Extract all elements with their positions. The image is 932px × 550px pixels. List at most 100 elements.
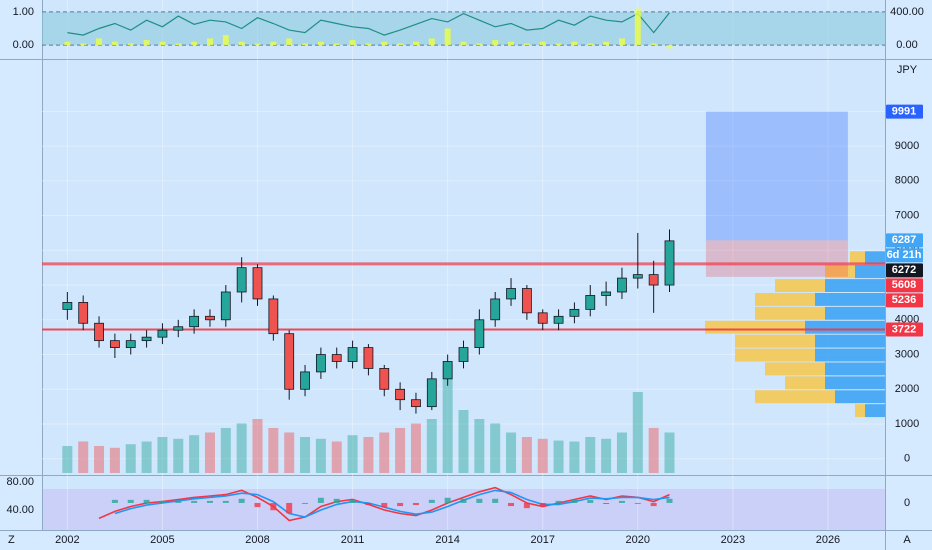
candle-body	[617, 277, 627, 293]
indicator-bar	[365, 502, 372, 506]
indicator-bar	[476, 43, 483, 46]
y-tick-label: 80.00	[6, 476, 34, 488]
candle-body	[236, 267, 247, 293]
indicator-bar	[191, 500, 198, 503]
x-tick-label: 2023	[721, 534, 745, 546]
volume-bar	[474, 419, 485, 473]
y-tick-label: 8000	[895, 175, 919, 187]
candle-body	[268, 298, 279, 335]
indicator-bar	[349, 40, 356, 46]
indicator-bar	[238, 41, 245, 46]
scale-button[interactable]: A	[903, 534, 911, 546]
indicator-bar	[64, 41, 71, 46]
volume-bar	[173, 438, 184, 473]
price-tag	[886, 104, 923, 119]
price-tag	[886, 293, 923, 308]
profile-down	[735, 348, 815, 362]
volume-bar	[62, 446, 73, 473]
candle-body	[553, 315, 564, 324]
volume-bar	[379, 432, 390, 473]
profile-up	[865, 251, 885, 265]
indicator-bar	[317, 497, 324, 503]
volume-bar	[553, 440, 564, 473]
indicator-bar	[587, 499, 594, 503]
indicator-bar	[634, 8, 641, 46]
y2-tick-label: 0	[904, 497, 910, 509]
y2-tick-label: 400.00	[890, 6, 924, 18]
candle-body	[252, 267, 263, 300]
countdown-tag	[886, 248, 923, 263]
indicator-bar	[143, 40, 150, 46]
indicator-bar	[603, 502, 610, 504]
profile-down	[735, 334, 815, 348]
profile-up	[855, 265, 885, 279]
x-tick-label: 2014	[435, 534, 459, 546]
volume-bar	[442, 365, 453, 473]
indicator-bar	[206, 38, 213, 46]
candle-body	[109, 340, 120, 348]
x-tick-label: 2002	[55, 534, 79, 546]
candle-body	[521, 288, 532, 314]
y-tick-label: 0	[904, 453, 910, 465]
candle-body	[157, 329, 168, 338]
indicator-bar	[302, 502, 309, 504]
profile-down	[775, 279, 825, 292]
candle-body	[632, 274, 643, 279]
scale-button[interactable]: Z	[8, 534, 15, 546]
candle-body	[379, 368, 390, 390]
volume-bar	[94, 446, 105, 473]
indicator-bar	[634, 502, 641, 504]
volume-bar	[363, 437, 374, 473]
indicator-bar	[222, 500, 229, 503]
candle-body	[601, 291, 612, 296]
indicator-bar	[111, 41, 118, 46]
indicator-bar	[428, 499, 435, 503]
indicator-bar	[666, 498, 673, 503]
y-tick-label: 7000	[895, 209, 919, 221]
indicator-bar	[111, 499, 118, 503]
indicator-bar	[159, 41, 166, 46]
indicator-bar	[476, 498, 483, 503]
volume-bar	[252, 419, 263, 473]
y-tick-label: 2000	[895, 383, 919, 395]
indicator-line	[98, 486, 670, 522]
price-tag-label: 5608	[892, 279, 916, 291]
profile-down	[755, 306, 825, 320]
indicator-bar	[539, 502, 546, 507]
candle-body	[426, 378, 437, 408]
volume-bar	[189, 435, 200, 473]
volume-bar	[537, 438, 548, 473]
profile-down	[755, 292, 815, 306]
price-tag	[886, 278, 923, 293]
volume-bar	[109, 447, 120, 473]
candle-body	[648, 274, 659, 286]
indicator-bar	[349, 499, 356, 503]
profile-down	[825, 265, 855, 279]
indicator-bar	[381, 502, 388, 508]
price-tag	[886, 263, 923, 278]
candle-body	[506, 288, 516, 300]
y-tick-label: 40.00	[6, 504, 34, 516]
indicator-bar	[555, 43, 562, 46]
indicator-bar	[286, 38, 293, 46]
countdown-label: 6d 21h	[887, 249, 922, 261]
profile-down	[785, 376, 825, 390]
indicator-bar	[175, 43, 182, 46]
indicator-bar	[302, 43, 309, 46]
volume-bar	[315, 438, 326, 473]
candle-body	[395, 388, 406, 401]
volume-bar	[220, 428, 231, 473]
profile-up	[865, 404, 885, 418]
volume-bar	[616, 432, 627, 473]
indicator-bar	[666, 45, 673, 49]
indicator-bar	[523, 502, 530, 509]
candle-body	[94, 322, 104, 342]
y-tick-label: 3000	[895, 348, 919, 360]
indicator-bar	[206, 500, 213, 503]
volume-bar	[141, 441, 152, 473]
indicator-bar	[143, 499, 150, 503]
indicator-bar	[238, 498, 245, 503]
oscillator-band	[42, 489, 885, 530]
indicator-bar	[412, 502, 419, 506]
